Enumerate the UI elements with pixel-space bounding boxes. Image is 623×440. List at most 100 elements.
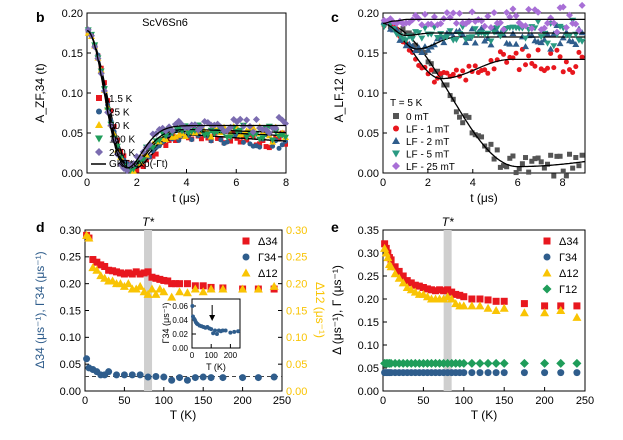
data-point [152,373,160,381]
data-point [168,127,176,135]
x-tick-label: 100 [205,351,219,360]
data-point [397,30,403,36]
data-point [523,155,529,161]
data-point [191,121,199,129]
data-point [121,153,127,159]
x-tick-label: 50 [118,395,130,407]
legend-marker [392,137,400,144]
data-point [236,115,244,123]
data-point [463,113,469,119]
x-tick-label: 250 [273,395,291,407]
data-point [227,134,235,141]
data-point [124,269,132,277]
data-point [573,64,579,70]
legend-marker [393,113,399,119]
data-point [440,15,448,23]
legend-label: LF - 1 mT [406,125,449,136]
data-point [570,165,576,171]
y-tick-label: 0.15 [62,48,83,60]
y-tick-label: 0.10 [358,340,379,352]
data-point [215,135,221,141]
data-point [156,275,164,283]
data-point [476,369,484,377]
data-point [478,24,486,31]
data-point [548,50,554,56]
legend-marker [543,253,551,261]
data-point [143,289,153,298]
inset-point [211,331,216,336]
series-Δ12 [82,230,279,301]
y-tick-label: 0.05 [60,359,81,371]
data-point [168,376,176,384]
data-point [428,67,434,73]
data-point [520,369,528,377]
data-point [183,280,191,288]
data-point [578,1,586,9]
data-point [383,253,393,262]
panel-letter-c: c [331,9,339,25]
series-LF-5mT [380,17,586,50]
panel-b: 0 2 4 6 8 0.00 0.05 0.10 0.15 0.20 ScV6Sn6 1.5 K 25 … [33,8,289,205]
y-tick-label: 0.00 [358,386,379,398]
data-point [541,165,547,171]
data-point [164,277,172,285]
data-point [144,268,152,276]
data-point [492,369,500,377]
data-point [238,284,248,293]
data-point [134,167,140,173]
data-point [237,139,243,145]
data-point [544,19,552,27]
data-point [545,161,551,167]
data-point [562,23,570,31]
data-point [468,369,476,377]
data-point [569,38,577,45]
inset-point [223,328,228,333]
data-point [510,153,516,159]
data-point [218,284,228,293]
y-tick-label: 0.00 [172,344,188,353]
data-point [398,278,408,287]
x-tick-label: 250 [576,395,594,407]
data-point [430,13,438,21]
data-point [482,67,488,73]
data-point [578,29,586,36]
data-point [529,158,535,164]
data-point [119,281,129,290]
data-point [468,8,476,16]
data-point [526,169,532,175]
data-point [240,134,246,140]
data-point [390,269,400,278]
data-point [150,153,156,159]
data-point [120,371,128,379]
data-point [411,281,419,289]
annotation-temperature: T = 5 K [390,98,423,109]
inset-x-label: T (K) [206,362,226,372]
data-point [218,137,224,143]
data-point [148,273,156,281]
data-point [269,281,279,290]
data-point [504,164,510,170]
data-point [554,153,560,159]
data-point [528,25,536,33]
y-axis-label-left: Δ34 (μs⁻¹), Γ34 (μs⁻¹) [33,251,47,368]
data-point [207,374,215,382]
data-point [501,163,507,169]
series-200K [84,26,290,175]
x-tick-label: 150 [495,395,513,407]
data-point [105,368,113,376]
data-point [434,35,442,42]
data-point [282,134,290,141]
data-point [534,8,542,16]
legend-marker [543,237,551,245]
data-point [484,12,492,20]
legend-marker [95,148,103,156]
data-point [419,284,427,291]
data-point [263,144,269,150]
panel-c: 0 2 4 6 8 0.00 0.05 0.10 0.15 0.20 T = 5 K 0 mT LF -… [332,1,586,205]
data-point [153,151,159,157]
data-point [380,23,388,30]
data-point [468,34,476,41]
data-point [253,284,263,293]
data-point [547,45,555,52]
y-tick-label-right: 0.10 [286,332,307,344]
